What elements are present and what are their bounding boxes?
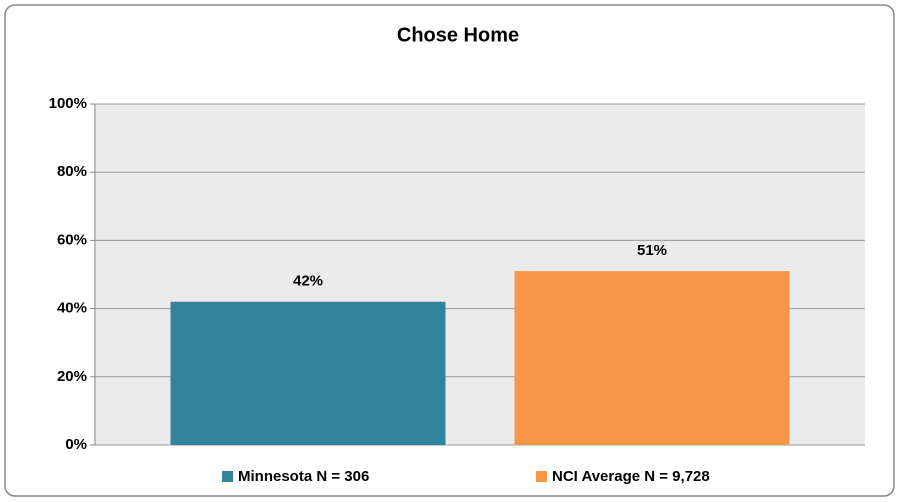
data-label: 42% bbox=[293, 273, 323, 290]
y-tick-label: 40% bbox=[57, 300, 87, 317]
bar bbox=[514, 271, 790, 445]
legend-label: NCI Average N = 9,728 bbox=[552, 468, 710, 485]
legend-swatch bbox=[222, 471, 233, 482]
y-tick-label: 80% bbox=[57, 163, 87, 180]
legend-swatch bbox=[536, 471, 547, 482]
y-tick-label: 20% bbox=[57, 368, 87, 385]
y-tick-label: 100% bbox=[49, 95, 87, 112]
bar bbox=[170, 301, 446, 445]
legend-label: Minnesota N = 306 bbox=[238, 468, 369, 485]
data-label: 51% bbox=[637, 242, 667, 259]
y-tick-label: 60% bbox=[57, 231, 87, 248]
y-tick-label: 0% bbox=[65, 436, 87, 453]
chart-title: Chose Home bbox=[397, 24, 519, 46]
